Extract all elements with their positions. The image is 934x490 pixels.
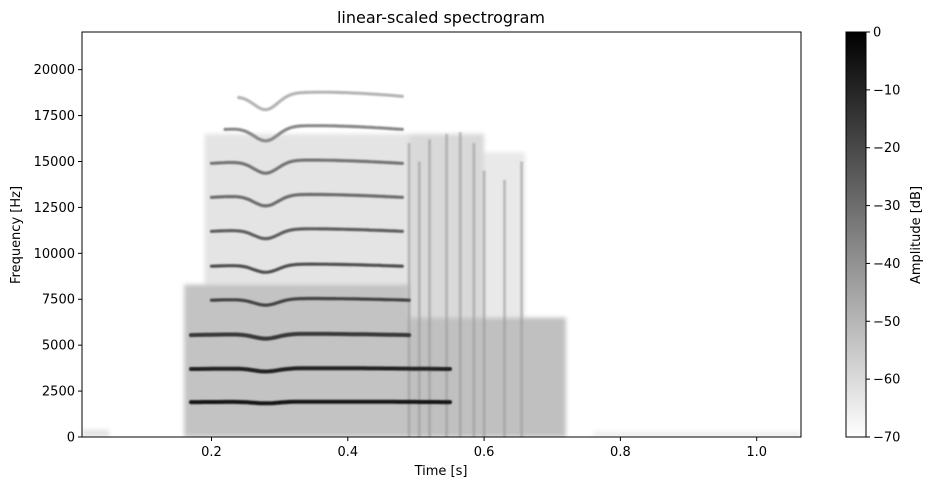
harmonic-line: [189, 331, 412, 341]
y-tick-label: 12500: [34, 201, 75, 216]
harmonic-line: [209, 227, 404, 241]
energy-region: [593, 431, 801, 437]
y-axis-label: Frequency [Hz]: [9, 186, 24, 284]
colorbar-tick-label: −20: [873, 141, 900, 156]
harmonics: [189, 90, 452, 406]
spectrogram-image: [82, 90, 801, 437]
noise-striation: [482, 170, 486, 437]
noise-striation: [407, 143, 411, 437]
harmonic-line: [189, 366, 452, 374]
noise-striation: [503, 179, 507, 437]
harmonic-line: [189, 399, 452, 406]
colorbar-tick-label: 0: [873, 26, 881, 41]
y-tick-label: 2500: [42, 385, 75, 400]
y-tick-label: 15000: [34, 155, 75, 170]
x-tick-label: 0.2: [201, 445, 222, 460]
harmonic-line: [237, 90, 404, 112]
noise-striation: [458, 132, 462, 437]
x-tick-label: 0.6: [474, 445, 495, 460]
x-tick-label: 1.0: [746, 445, 767, 460]
x-axis-label: Time [s]: [414, 464, 468, 479]
noise-striation: [520, 161, 524, 437]
y-tick-label: 0: [67, 431, 75, 446]
energy-region: [204, 133, 410, 285]
chart-title: linear-scaled spectrogram: [337, 8, 545, 27]
x-axis: 0.2 0.4 0.6 0.8 1.0: [201, 437, 767, 460]
harmonic-line: [209, 158, 404, 175]
x-tick-label: 0.8: [610, 445, 631, 460]
plot-frame: [81, 31, 802, 438]
energy-region: [409, 317, 566, 437]
energy-region: [184, 284, 410, 437]
noise-striation: [428, 139, 432, 437]
y-tick-label: 10000: [34, 247, 75, 262]
harmonic-line: [209, 296, 411, 307]
colorbar-axis: 0 −10 −20 −30 −40 −50 −60 −70: [866, 26, 900, 446]
colorbar: [845, 31, 867, 438]
noise-striation: [417, 161, 421, 437]
y-tick-label: 20000: [34, 63, 75, 78]
y-tick-label: 7500: [42, 293, 75, 308]
colorbar-tick-label: −70: [873, 431, 900, 446]
harmonic-line: [223, 124, 404, 143]
harmonic-line: [209, 192, 404, 208]
noise-striations: [407, 132, 524, 437]
colorbar-tick-label: −30: [873, 199, 900, 214]
y-tick-label: 17500: [34, 109, 75, 124]
colorbar-tick-label: −50: [873, 315, 900, 330]
noise-striation: [445, 133, 449, 437]
colorbar-label: Amplitude [dB]: [909, 186, 924, 284]
x-tick-label: 0.4: [337, 445, 358, 460]
y-axis: 0 2500 5000 7500 10000 12500 15000 17500 20000: [34, 63, 82, 446]
y-tick-label: 5000: [42, 339, 75, 354]
colorbar-tick-label: −60: [873, 373, 900, 388]
colorbar-tick-label: −40: [873, 257, 900, 272]
energy-region: [82, 429, 110, 437]
noise-striation: [472, 143, 476, 437]
colorbar-tick-label: −10: [873, 83, 900, 98]
harmonic-line: [209, 262, 404, 274]
